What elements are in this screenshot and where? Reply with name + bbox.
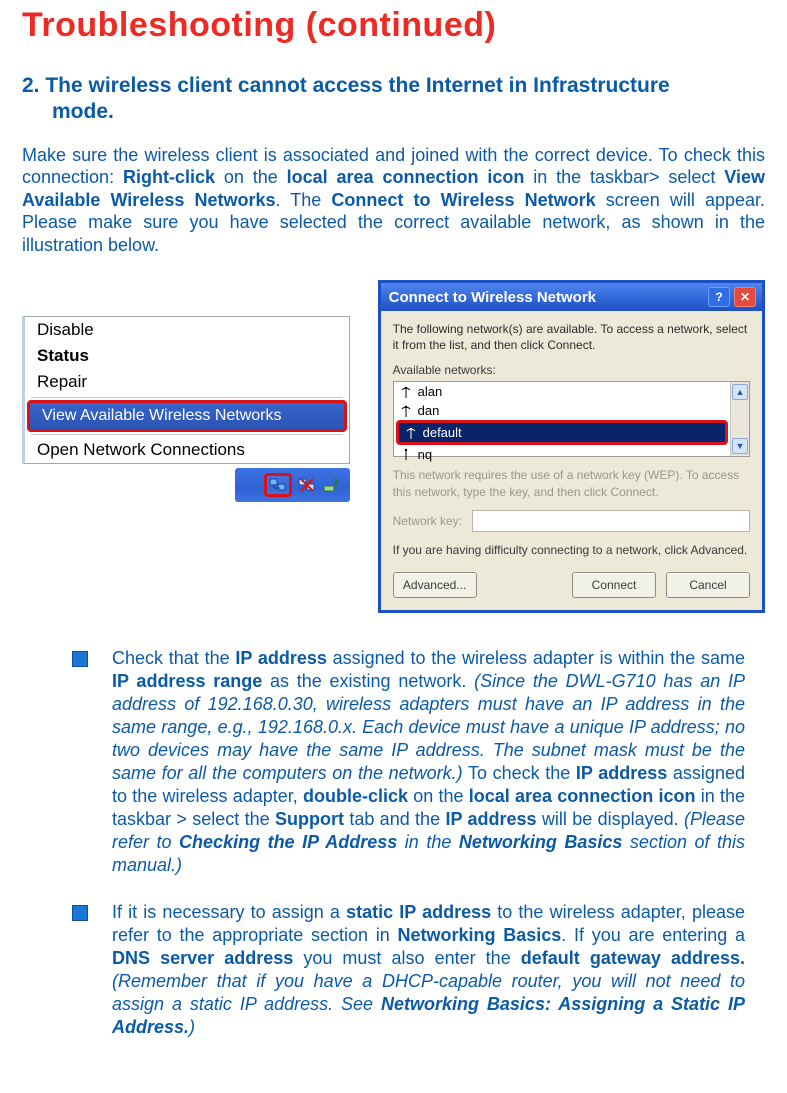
network-name: nq (418, 447, 432, 462)
menu-item-view-wireless[interactable]: View Available Wireless Networks (30, 403, 344, 429)
section-heading-line2: mode. (22, 99, 765, 125)
dialog-body: The following network(s) are available. … (381, 311, 762, 610)
dialog-title-text: Connect to Wireless Network (389, 289, 596, 306)
bullet-item: Check that the IP address assigned to th… (72, 647, 745, 877)
network-name: alan (418, 384, 443, 399)
txt: If it is necessary to assign a (112, 902, 346, 922)
scroll-down-button[interactable]: ▼ (732, 438, 748, 454)
intro-bold-rightclick: Right-click (123, 167, 215, 187)
txt: ) (189, 1017, 195, 1037)
network-row[interactable]: alan (394, 382, 730, 401)
bullet-square-icon (72, 905, 88, 921)
context-menu-screenshot: Disable Status Repair View Available Wir… (22, 316, 350, 502)
dialog-titlebar[interactable]: Connect to Wireless Network ? ✕ (381, 283, 762, 311)
menu-separator (31, 397, 343, 398)
network-key-row: Network key: (393, 510, 750, 532)
bullet-text: If it is necessary to assign a static IP… (112, 901, 745, 1039)
section-heading-line1: 2. The wireless client cannot access the… (22, 74, 670, 97)
page-title: Troubleshooting (continued) (22, 6, 765, 45)
bold: default gateway address. (521, 948, 745, 968)
illustration-row: Disable Status Repair View Available Wir… (22, 280, 765, 613)
wep-note: This network requires the use of a netwo… (393, 467, 750, 499)
txt: you must also enter the (293, 948, 521, 968)
antenna-icon (400, 448, 412, 460)
txt: on the (408, 786, 469, 806)
txt: Check that the (112, 648, 235, 668)
antenna-icon (400, 386, 412, 398)
scroll-up-button[interactable]: ▲ (732, 384, 748, 400)
menu-item-repair[interactable]: Repair (25, 369, 349, 395)
txt: assigned to the wireless adapter is with… (327, 648, 745, 668)
menu-separator (31, 434, 343, 435)
bold-italic: Checking the IP Address (179, 832, 397, 852)
intro-bold-connect-dialog: Connect to Wireless Network (331, 190, 595, 210)
context-menu: Disable Status Repair View Available Wir… (22, 316, 350, 464)
antenna-icon (400, 405, 412, 417)
menu-item-status[interactable]: Status (25, 343, 349, 369)
txt: tab and the (344, 809, 445, 829)
menu-item-disable[interactable]: Disable (25, 317, 349, 343)
network-row[interactable]: dan (394, 401, 730, 420)
bullet-square-icon (72, 651, 88, 667)
connect-wireless-dialog: Connect to Wireless Network ? ✕ The foll… (378, 280, 765, 613)
advanced-note: If you are having difficulty connecting … (393, 542, 750, 558)
disconnected-icon[interactable] (298, 476, 316, 494)
txt: in the (397, 832, 459, 852)
network-row-selected[interactable]: default (396, 420, 728, 445)
menu-item-open-connections[interactable]: Open Network Connections (25, 437, 349, 463)
bold: IP address (235, 648, 327, 668)
wireless-icon[interactable] (322, 476, 340, 494)
italic: (Remember that if you have a DHCP-capabl… (112, 971, 745, 1037)
system-tray (22, 468, 350, 502)
bold-italic: Networking Basics (459, 832, 623, 852)
txt: . If you are entering a (561, 925, 745, 945)
network-name-selected: default (423, 425, 462, 440)
network-list-rows: alan dan default nq (394, 382, 730, 456)
network-row[interactable]: nq (394, 445, 730, 463)
page: Troubleshooting (continued) 2. The wirel… (0, 0, 787, 1093)
network-icon[interactable] (269, 476, 287, 494)
intro-text: in the taskbar> select (524, 167, 724, 187)
bold: static IP address (346, 902, 491, 922)
bold: Networking Basics (398, 925, 562, 945)
intro-paragraph: Make sure the wireless client is associa… (22, 144, 765, 257)
help-button[interactable]: ? (708, 287, 730, 307)
bold: double-click (303, 786, 408, 806)
bullet-text: Check that the IP address assigned to th… (112, 647, 745, 877)
bold: IP address range (112, 671, 262, 691)
bold: IP address (445, 809, 536, 829)
section-heading: 2. The wireless client cannot access the… (22, 73, 765, 126)
bullet-list: Check that the IP address assigned to th… (22, 647, 765, 1040)
antenna-icon (405, 427, 417, 439)
advanced-button[interactable]: Advanced... (393, 572, 477, 598)
bold: local area connection icon (469, 786, 696, 806)
connect-button[interactable]: Connect (572, 572, 656, 598)
bold: Support (275, 809, 344, 829)
network-name: dan (418, 403, 440, 418)
txt: as the existing network. (262, 671, 474, 691)
dialog-button-row: Advanced... Connect Cancel (393, 572, 750, 598)
highlight-outline: View Available Wireless Networks (27, 400, 347, 432)
bullet-item: If it is necessary to assign a static IP… (72, 901, 745, 1039)
close-button[interactable]: ✕ (734, 287, 756, 307)
tray-icons (260, 471, 344, 499)
scrollbar[interactable]: ▲ ▼ (730, 382, 749, 456)
highlight-outline-tray (264, 473, 292, 497)
network-key-label: Network key: (393, 514, 462, 528)
available-networks-label: Available networks: (393, 363, 750, 377)
dialog-intro-text: The following network(s) are available. … (393, 321, 750, 353)
bold: IP address (576, 763, 667, 783)
txt: will be displayed. (537, 809, 684, 829)
intro-bold-lan-icon: local area connection icon (287, 167, 525, 187)
available-networks-list[interactable]: alan dan default nq (393, 381, 750, 457)
intro-text: on the (215, 167, 287, 187)
cancel-button[interactable]: Cancel (666, 572, 750, 598)
bold: DNS server address (112, 948, 293, 968)
intro-text: . The (276, 190, 332, 210)
network-key-input[interactable] (472, 510, 750, 532)
txt: To check the (463, 763, 576, 783)
